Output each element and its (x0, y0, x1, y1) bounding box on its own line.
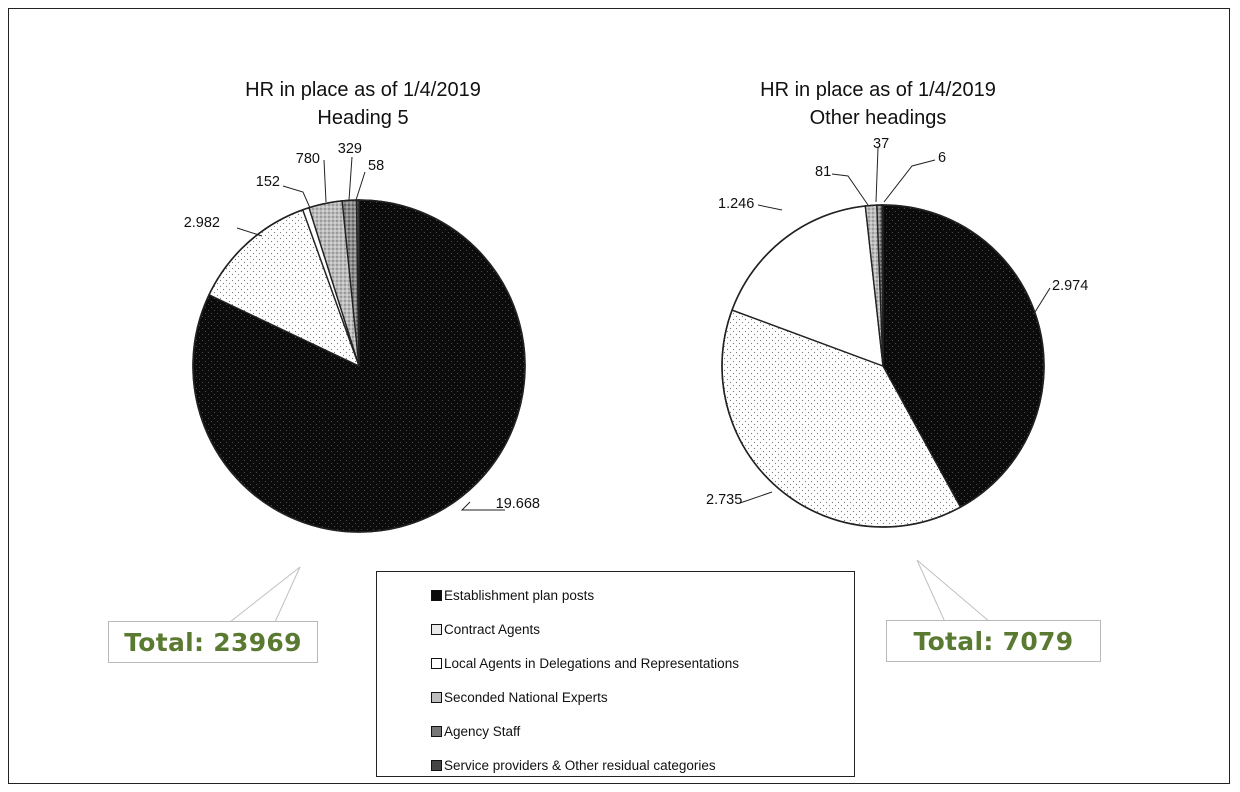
total-callout-right (917, 560, 990, 622)
leader-line (884, 160, 935, 202)
leader-line (740, 492, 772, 503)
legend-label: Seconded National Experts (444, 690, 608, 705)
pie-layer: 19.668 2.982 152 780 329 58 2.974 2.735 1.246 81 3… (184, 136, 1089, 532)
legend-item: Service providers & Other residual categ… (377, 748, 854, 782)
legend-swatch (431, 726, 442, 737)
data-label: 81 (815, 164, 831, 180)
data-label: 1.246 (718, 196, 754, 212)
leader-line (356, 172, 365, 200)
legend-item: Contract Agents (377, 612, 854, 646)
leader-line (237, 228, 262, 236)
leader-line (832, 174, 868, 205)
legend-swatch (431, 760, 442, 771)
data-label: 780 (296, 151, 320, 167)
total-callout-left (230, 567, 300, 622)
pie-slice (882, 205, 883, 366)
legend-swatch (431, 624, 442, 635)
data-label: 6 (938, 150, 946, 166)
chart-subtitle-right: Other headings (810, 107, 947, 129)
leader-line (349, 157, 352, 200)
total-box-left: Total: 23969 (108, 621, 318, 663)
leader-line (1035, 288, 1050, 312)
legend: Establishment plan posts Contract Agents L… (376, 571, 855, 777)
legend-label: Agency Staff (444, 724, 520, 739)
chart-title-right: HR in place as of 1/4/2019 (760, 79, 996, 101)
legend-item: Local Agents in Delegations and Represen… (377, 646, 854, 680)
data-label: 2.974 (1052, 278, 1088, 294)
legend-label: Service providers & Other residual categ… (444, 758, 716, 773)
data-label: 329 (338, 141, 362, 157)
legend-item: Seconded National Experts (377, 680, 854, 714)
data-label: 37 (873, 136, 889, 152)
total-box-right: Total: 7079 (886, 620, 1101, 662)
leader-line (876, 148, 878, 202)
legend-item: Agency Staff (377, 714, 854, 748)
leader-line (324, 160, 326, 202)
leader-line (758, 205, 782, 210)
data-label: 2.735 (706, 492, 742, 508)
legend-swatch (431, 590, 442, 601)
legend-label: Contract Agents (444, 622, 540, 637)
data-label: 19.668 (496, 496, 540, 512)
chart-title-left: HR in place as of 1/4/2019 (245, 79, 481, 101)
legend-swatch (431, 658, 442, 669)
leader-line (283, 186, 310, 208)
legend-swatch (431, 692, 442, 703)
data-label: 58 (368, 158, 384, 174)
legend-label: Establishment plan posts (444, 588, 594, 603)
data-label: 2.982 (184, 215, 220, 231)
data-label: 152 (256, 174, 280, 190)
chart-subtitle-left: Heading 5 (317, 107, 408, 129)
legend-item: Establishment plan posts (377, 578, 854, 612)
legend-label: Local Agents in Delegations and Represen… (444, 656, 739, 671)
